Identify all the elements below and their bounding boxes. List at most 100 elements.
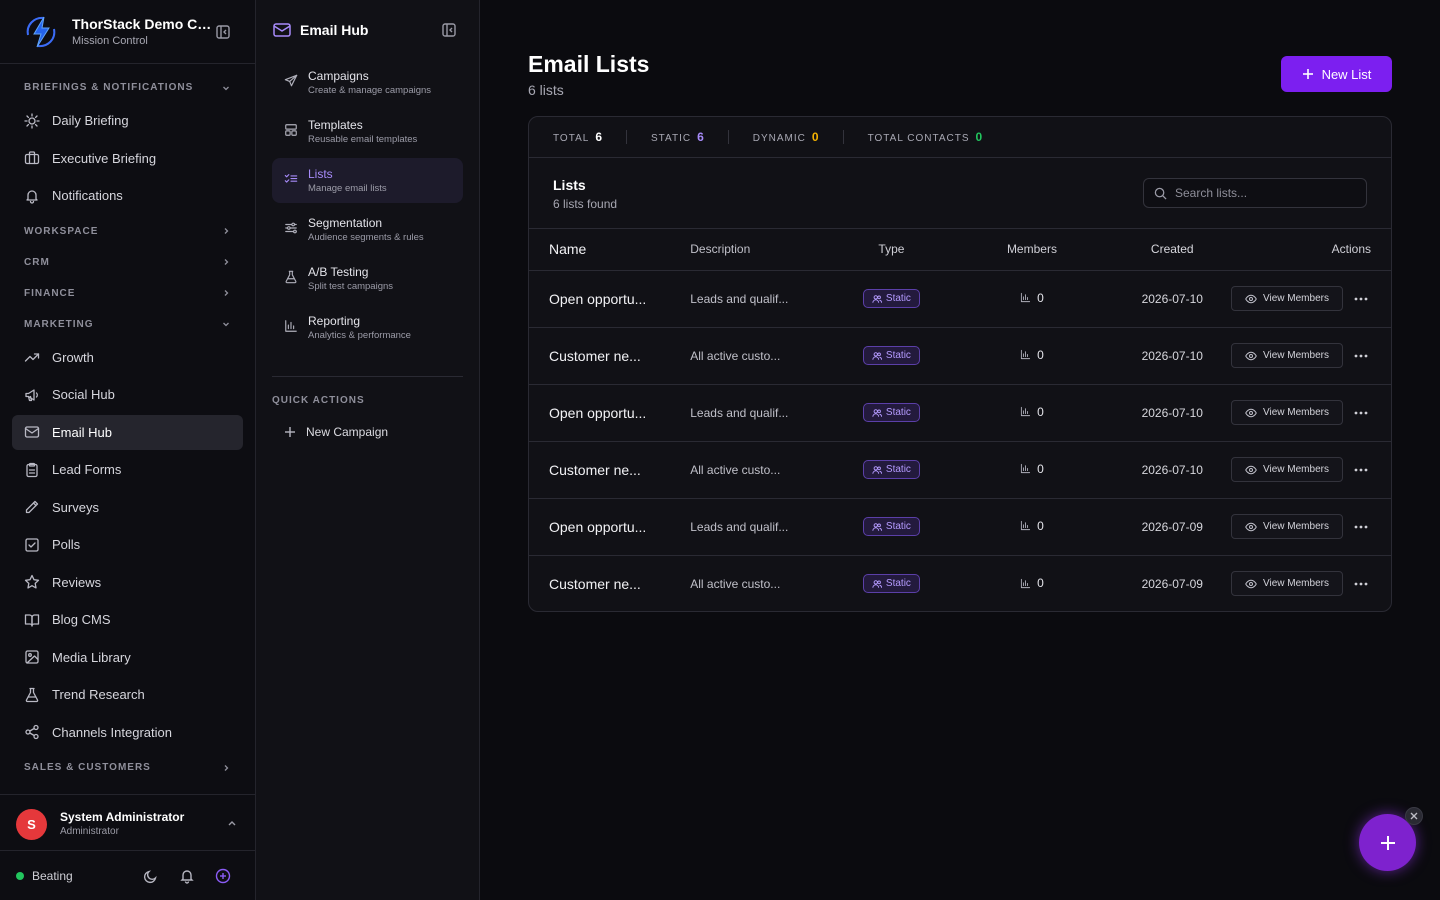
column-header-type[interactable]: Type	[832, 229, 951, 271]
table-row[interactable]: Customer ne... All active custo... Static 0…	[529, 555, 1391, 611]
subnav-item-reporting[interactable]: Reporting Analytics & performance	[272, 305, 463, 350]
more-options-icon[interactable]	[1351, 403, 1371, 423]
list-name[interactable]: Open opportu...	[529, 498, 691, 556]
chevron-up-icon[interactable]	[226, 817, 238, 829]
stat-divider	[842, 130, 844, 144]
subnav-item-desc: Audience segments & rules	[308, 232, 424, 243]
search-input[interactable]	[1175, 186, 1355, 200]
members-count: 0	[1020, 519, 1044, 533]
briefcase-icon	[24, 150, 40, 166]
new-list-button[interactable]: New List	[1281, 56, 1392, 92]
view-members-button[interactable]: View Members	[1231, 514, 1343, 539]
view-members-button[interactable]: View Members	[1231, 400, 1343, 425]
sidebar-item-daily-briefing[interactable]: Daily Briefing	[12, 103, 243, 138]
eye-icon	[1245, 350, 1263, 362]
subnav-item-desc: Manage email lists	[308, 183, 387, 194]
nav-section-briefings-and-notifications[interactable]: BRIEFINGS & NOTIFICATIONS	[12, 72, 243, 103]
sidebar-item-media-library[interactable]: Media Library	[12, 640, 243, 675]
column-header-created[interactable]: Created	[1113, 229, 1231, 271]
list-name[interactable]: Customer ne...	[549, 575, 641, 592]
subnav-item-segmentation[interactable]: Segmentation Audience segments & rules	[272, 207, 463, 252]
more-options-icon[interactable]	[1351, 574, 1371, 594]
flask-icon	[284, 270, 298, 284]
chevron-right-icon	[221, 226, 231, 236]
users-icon	[872, 579, 886, 589]
close-icon[interactable]	[1405, 807, 1423, 825]
users-icon	[872, 351, 886, 361]
new-campaign-action[interactable]: New Campaign	[272, 420, 463, 444]
view-members-button[interactable]: View Members	[1231, 457, 1343, 482]
table-row[interactable]: Customer ne... All active custo... Static 0…	[529, 441, 1391, 499]
mail-icon	[272, 20, 292, 40]
table-row[interactable]: Customer ne... All active custo... Static 0…	[529, 327, 1391, 385]
sidebar-item-growth[interactable]: Growth	[12, 340, 243, 375]
sidebar-item-executive-briefing[interactable]: Executive Briefing	[12, 141, 243, 176]
more-options-icon[interactable]	[1351, 517, 1371, 537]
sidebar-item-email-hub[interactable]: Email Hub	[12, 414, 243, 450]
type-badge-label: Static	[885, 407, 911, 418]
nav-section-label: WORKSPACE	[24, 225, 99, 237]
subnav-item-lists[interactable]: Lists Manage email lists	[272, 158, 463, 203]
column-header-description[interactable]: Description	[690, 229, 833, 271]
bar-chart-icon	[1020, 292, 1037, 303]
bar-chart-icon	[1020, 406, 1037, 417]
list-created: 2026-07-10	[1113, 441, 1231, 499]
subnav-item-campaigns[interactable]: Campaigns Create & manage campaigns	[272, 60, 463, 105]
bell-icon[interactable]	[179, 868, 195, 884]
nav-section-crm[interactable]: CRM	[12, 247, 243, 278]
type-badge: Static	[862, 460, 920, 479]
nav-section-finance[interactable]: FINANCE	[12, 278, 243, 309]
list-name[interactable]: Customer ne...	[529, 327, 691, 385]
eye-icon	[1245, 578, 1263, 590]
type-badge-label: Static	[885, 521, 911, 532]
actions-group: View Members	[1231, 514, 1371, 539]
subnav-item-templates[interactable]: Templates Reusable email templates	[272, 109, 463, 154]
more-options-icon[interactable]	[1351, 289, 1371, 309]
subnav-item-title: Segmentation	[308, 216, 383, 230]
list-name[interactable]: Customer ne...	[529, 441, 691, 499]
view-members-label: View Members	[1263, 293, 1329, 304]
nav-section-marketing[interactable]: MARKETING	[12, 309, 243, 340]
collapse-panel-icon[interactable]	[441, 22, 457, 38]
column-header-members[interactable]: Members	[950, 229, 1114, 271]
sidebar-item-notifications[interactable]: Notifications	[12, 178, 243, 213]
plus-icon	[272, 426, 306, 438]
members-count: 0	[1020, 348, 1044, 362]
table-row[interactable]: Open opportu... Leads and qualif... Static…	[529, 270, 1391, 328]
type-badge: Static	[862, 403, 920, 422]
sidebar-item-surveys[interactable]: Surveys	[12, 490, 243, 525]
view-members-button[interactable]: View Members	[1231, 286, 1343, 311]
user-profile[interactable]: S System Administrator Administrator	[0, 794, 256, 851]
list-name[interactable]: Open opportu...	[529, 384, 691, 442]
nav-section-workspace[interactable]: WORKSPACE	[12, 216, 243, 247]
moon-icon[interactable]	[143, 868, 159, 884]
lists-title: Lists	[553, 177, 586, 193]
sidebar-item-channels-integration[interactable]: Channels Integration	[12, 715, 243, 750]
add-circle-icon[interactable]	[215, 868, 231, 884]
more-options-icon[interactable]	[1351, 460, 1371, 480]
view-members-button[interactable]: View Members	[1231, 343, 1343, 368]
subnav-item-a-b-testing[interactable]: A/B Testing Split test campaigns	[272, 256, 463, 301]
collapse-sidebar-icon[interactable]	[215, 24, 231, 40]
sidebar-item-social-hub[interactable]: Social Hub	[12, 377, 243, 412]
sliders-icon	[284, 221, 298, 235]
view-members-button[interactable]: View Members	[1231, 571, 1343, 597]
table-row[interactable]: Open opportu... Leads and qualif... Static…	[529, 498, 1391, 556]
new-campaign-label: New Campaign	[306, 425, 389, 439]
more-options-icon[interactable]	[1351, 346, 1371, 366]
sidebar-item-reviews[interactable]: Reviews	[12, 565, 243, 600]
sidebar-item-polls[interactable]: Polls	[12, 527, 243, 562]
sidebar-item-lead-forms[interactable]: Lead Forms	[12, 452, 243, 487]
table-row[interactable]: Open opportu... Leads and qualif... Static…	[529, 384, 1391, 442]
fab-add-button[interactable]	[1359, 814, 1416, 871]
sidebar-item-trend-research[interactable]: Trend Research	[12, 677, 243, 712]
status-dot	[16, 872, 24, 880]
list-created: 2026-07-09	[1113, 498, 1231, 556]
column-header-name[interactable]: Name	[529, 229, 691, 271]
nav-section-sales-and-customers[interactable]: SALES & CUSTOMERS	[12, 752, 243, 783]
list-members-cell: 0	[950, 384, 1114, 442]
sidebar-item-blog-cms[interactable]: Blog CMS	[12, 602, 243, 637]
nav-section-label: BRIEFINGS & NOTIFICATIONS	[24, 82, 194, 93]
list-name[interactable]: Open opportu...	[529, 270, 691, 328]
type-badge-label: Static	[885, 464, 911, 475]
